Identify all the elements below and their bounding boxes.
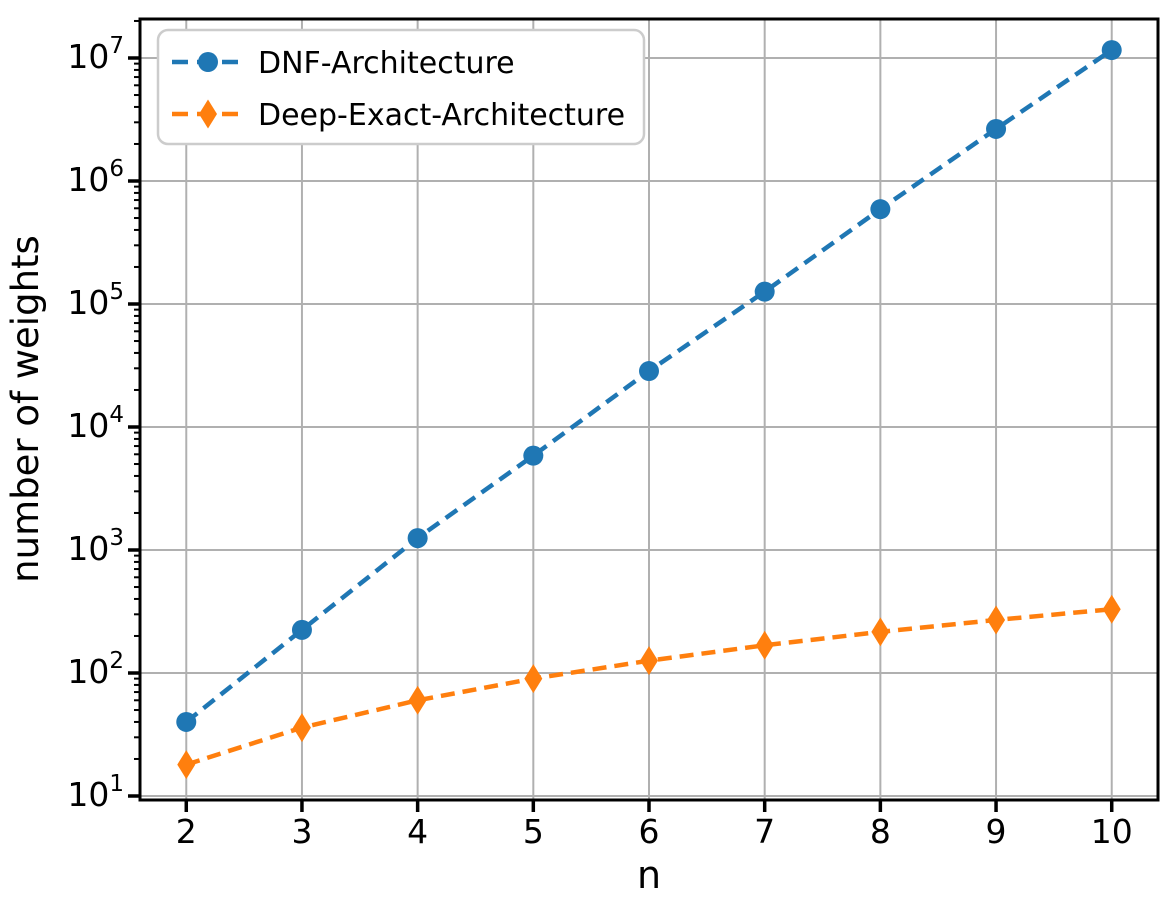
y-tick-label: 101 xyxy=(67,771,124,814)
data-point-dnf-architecture xyxy=(176,711,197,732)
data-point-deep-exact-architecture xyxy=(292,713,311,743)
data-point-deep-exact-architecture xyxy=(640,646,658,676)
x-tick-label: 4 xyxy=(407,812,428,851)
legend: DNF-Architecture Deep-Exact-Architecture xyxy=(156,28,646,146)
data-point-dnf-architecture xyxy=(639,361,659,382)
x-tick-label: 3 xyxy=(291,812,312,851)
data-point-dnf-architecture xyxy=(1101,40,1122,61)
data-point-dnf-architecture xyxy=(870,199,891,220)
data-point-deep-exact-architecture xyxy=(177,750,196,780)
data-point-dnf-architecture xyxy=(986,118,1007,139)
x-axis-label: n xyxy=(637,853,661,897)
data-point-deep-exact-architecture xyxy=(408,685,427,715)
legend-item-dnf-architecture: DNF-Architecture xyxy=(172,46,515,81)
y-tick-label: 107 xyxy=(67,33,124,76)
legend-item-deep-exact-architecture: Deep-Exact-Architecture xyxy=(172,98,625,133)
legend-frame xyxy=(156,28,646,146)
data-point-dnf-architecture xyxy=(523,445,544,466)
x-tick-label: 6 xyxy=(639,812,660,851)
data-point-dnf-architecture xyxy=(407,528,428,549)
data-point-deep-exact-architecture xyxy=(987,605,1006,635)
legend-label: DNF-Architecture xyxy=(258,46,515,81)
y-tick-label: 104 xyxy=(67,402,124,445)
x-tick-label: 2 xyxy=(176,812,197,851)
data-point-dnf-architecture xyxy=(754,281,775,302)
legend-marker-thin-diamond xyxy=(199,99,217,129)
x-tick-label: 8 xyxy=(870,812,891,851)
x-tick-label: 7 xyxy=(754,812,775,851)
data-point-deep-exact-architecture xyxy=(871,617,890,647)
x-tick-label: 10 xyxy=(1091,812,1133,851)
y-tick-label: 106 xyxy=(67,156,124,199)
x-tick-label: 5 xyxy=(523,812,544,851)
legend-marker-circle xyxy=(198,52,218,72)
y-tick-label: 102 xyxy=(67,648,124,691)
data-point-deep-exact-architecture xyxy=(755,630,774,660)
data-point-dnf-architecture xyxy=(291,619,312,640)
y-tick-label: 105 xyxy=(67,279,124,322)
y-tick-label: 103 xyxy=(67,525,124,568)
x-tick-label: 9 xyxy=(986,812,1007,851)
legend-label: Deep-Exact-Architecture xyxy=(258,98,625,133)
data-point-deep-exact-architecture xyxy=(524,664,543,694)
axis-ticks xyxy=(128,19,1114,812)
data-point-deep-exact-architecture xyxy=(1102,594,1121,624)
y-axis-label: number of weights xyxy=(4,235,47,583)
